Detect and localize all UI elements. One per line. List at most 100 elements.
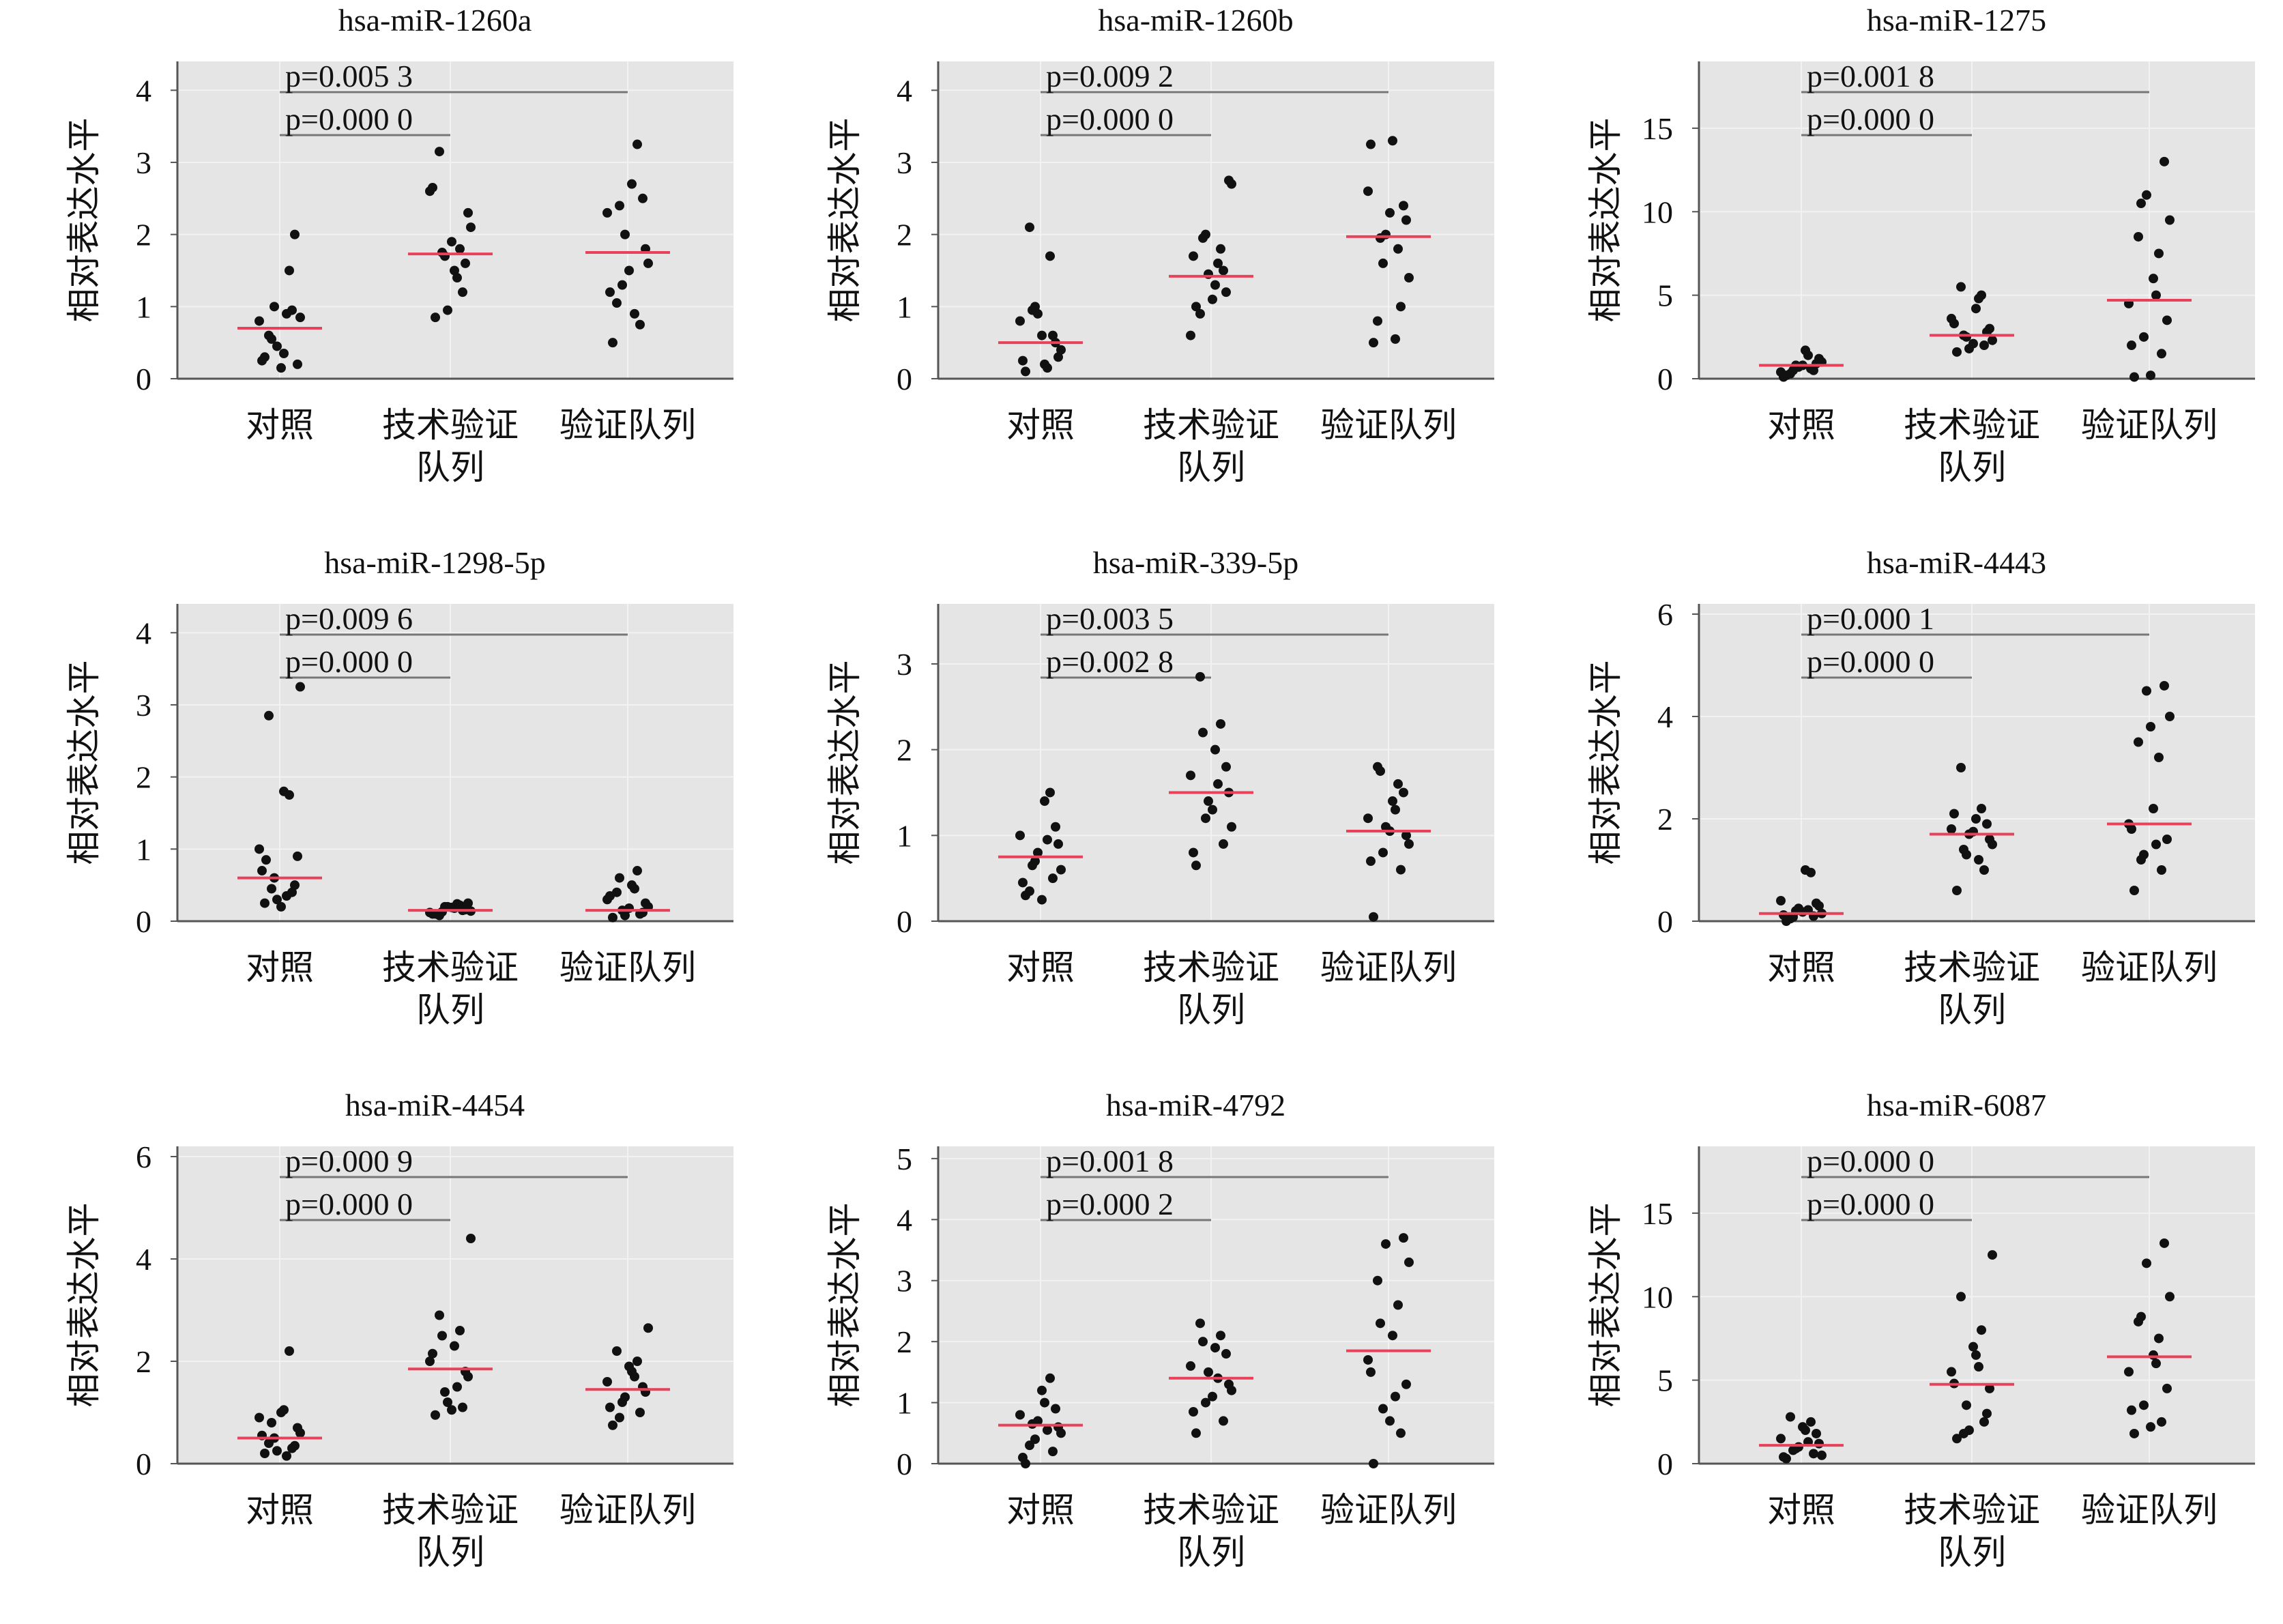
data-point [282,891,291,901]
data-point [1213,258,1223,268]
data-point [643,258,653,268]
data-point [630,308,639,319]
data-point [1388,1331,1397,1341]
data-point [1786,1412,1795,1422]
p-value-label: p=0.000 0 [1807,1144,1934,1178]
data-point [1198,1337,1208,1347]
data-point [1201,813,1210,824]
data-point [1037,1385,1047,1395]
plot-background [1699,604,2255,921]
data-point [1221,762,1231,772]
y-tick-label: 3 [897,1264,912,1299]
data-point [632,139,642,149]
data-point [1977,1325,1986,1335]
data-point [1048,330,1058,340]
data-point [1776,1434,1786,1444]
chart-panel: 0 1 2 3 4 hsa-miR-1260a 相对表达水平 p=0.005 3 p=0.000… [64,3,733,487]
data-point [443,1397,452,1407]
data-point [1216,1331,1225,1341]
chart-title: hsa-miR-4792 [1106,1088,1285,1122]
data-point [615,201,624,211]
p-value-label: p=0.000 0 [1807,102,1934,136]
data-point [1227,1385,1236,1395]
p-value-label: p=0.000 0 [285,102,413,136]
data-point [1776,896,1786,905]
data-point [1045,787,1055,798]
data-point [643,1323,653,1333]
data-point [2154,248,2164,259]
plot-background [1699,61,2255,379]
data-point [2142,686,2151,696]
data-point [1968,338,1978,349]
data-point [272,1446,282,1456]
data-point [1971,1350,1981,1360]
data-point [428,182,437,192]
chart-panel: 0 5 10 15 hsa-miR-6087 相对表达水平 p=0.000 0 p=0.000… [1586,1088,2255,1572]
data-point [1363,1354,1373,1365]
data-point [1788,1445,1798,1455]
data-point [630,884,639,894]
data-point [1056,865,1066,875]
x-category-label: 技术验证 [1143,948,1279,987]
y-axis-label: 相对表达水平 [64,661,104,865]
data-point [1048,1447,1058,1457]
y-axis-label: 相对表达水平 [64,118,104,323]
chart-panel: 0 2 4 6 hsa-miR-4443 相对表达水平 p=0.000 1 p=0.000 0… [1586,545,2255,1030]
data-point [1018,356,1028,366]
data-point [1219,1416,1228,1426]
data-point [2127,1405,2136,1415]
x-category-label: 对照 [1767,405,1835,445]
y-tick-label: 0 [897,362,912,396]
data-point [2151,290,2161,300]
data-point [1949,809,1959,819]
data-point [290,880,300,890]
data-point [1363,186,1373,197]
p-value-label: p=0.000 0 [1046,102,1174,136]
data-point [1979,340,1989,351]
data-point [2157,1417,2166,1427]
data-point [1982,819,1992,829]
data-point [1974,293,1983,304]
data-point [1814,1438,1824,1449]
data-point [1195,308,1205,319]
data-point [1219,265,1228,276]
data-point [1378,847,1388,858]
data-point [627,179,637,189]
chart-panel: 0 1 2 3 hsa-miR-339-5p 相对表达水平 p=0.003 5 p=0.002… [825,545,1494,1030]
data-point [1779,372,1788,382]
x-category-label: 验证队列 [2081,1490,2217,1530]
x-category-label: 队列 [1177,448,1245,487]
chart-panel: 0 1 2 3 4 hsa-miR-1260b 相对表达水平 p=0.009 2 p=0.000… [825,3,1494,487]
data-point [2146,371,2155,381]
p-value-label: p=0.005 3 [285,59,413,93]
chart-title: hsa-miR-1260a [338,3,532,38]
data-point [1051,1404,1060,1414]
data-point [638,193,648,203]
data-point [260,1449,270,1458]
data-point [1219,839,1228,849]
data-point [608,338,617,348]
data-point [1210,1343,1220,1353]
chart-title: hsa-miR-1275 [1867,3,2046,38]
y-tick-label: 1 [897,289,912,324]
data-point [1401,215,1411,225]
data-point [463,207,473,218]
data-point [435,147,444,157]
p-value-label: p=0.000 0 [1807,1187,1934,1221]
data-point [1204,1367,1213,1377]
data-point [267,884,276,894]
x-category-label: 对照 [246,948,314,987]
x-category-label: 技术验证 [1904,1490,2040,1530]
x-category-label: 对照 [246,405,314,445]
y-tick-label: 1 [136,289,151,324]
data-point [1363,813,1373,824]
data-point [279,349,289,359]
data-point [1988,839,1997,850]
data-point [1806,1417,1816,1427]
x-category-label: 验证队列 [1320,948,1457,987]
data-point [1216,719,1225,729]
data-point [290,1440,300,1451]
y-tick-label: 5 [1657,278,1673,313]
y-tick-label: 3 [897,647,912,682]
y-tick-label: 4 [1657,699,1673,734]
